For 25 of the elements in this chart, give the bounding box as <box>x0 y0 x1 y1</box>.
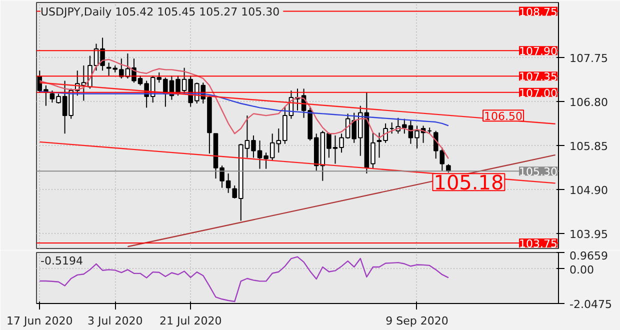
annotation: 105.18 <box>434 170 504 195</box>
category-label: 9 Sep 2020 <box>386 314 448 328</box>
y-tick-label: 0.9659 <box>570 250 608 262</box>
y-tick-label: 104.90 <box>570 184 608 198</box>
ref-line-label: 103.75 <box>519 237 558 250</box>
chart-title: -0.5194 <box>40 254 83 268</box>
chart-title: USDJPY,Daily 105.42 105.45 105.27 105.30 <box>40 6 280 18</box>
y-tick-label: 106.80 <box>570 96 608 110</box>
ref-line-label: 107.35 <box>519 70 558 84</box>
ref-line-label: 107.90 <box>519 45 558 58</box>
line-series <box>39 256 450 302</box>
annotation: 106.50 <box>484 110 523 124</box>
category-label: 3 Jul 2020 <box>87 314 143 328</box>
ref-line-label: 108.75 <box>519 6 558 19</box>
candlestick <box>440 147 445 172</box>
y-tick-label: 107.75 <box>570 52 608 66</box>
y-tick-label: -2.0475 <box>570 298 612 311</box>
ref-line-label: 105.30 <box>519 166 558 179</box>
y-tick-label: 105.85 <box>570 140 608 154</box>
ref-line-label: 107.00 <box>519 86 558 100</box>
candlestick <box>106 62 112 76</box>
y-tick-label: 0.00 <box>570 263 594 276</box>
category-label: 17 Jun 2020 <box>6 314 73 328</box>
category-label: 21 Jul 2020 <box>159 314 222 328</box>
y-tick-label: 103.95 <box>570 228 608 242</box>
